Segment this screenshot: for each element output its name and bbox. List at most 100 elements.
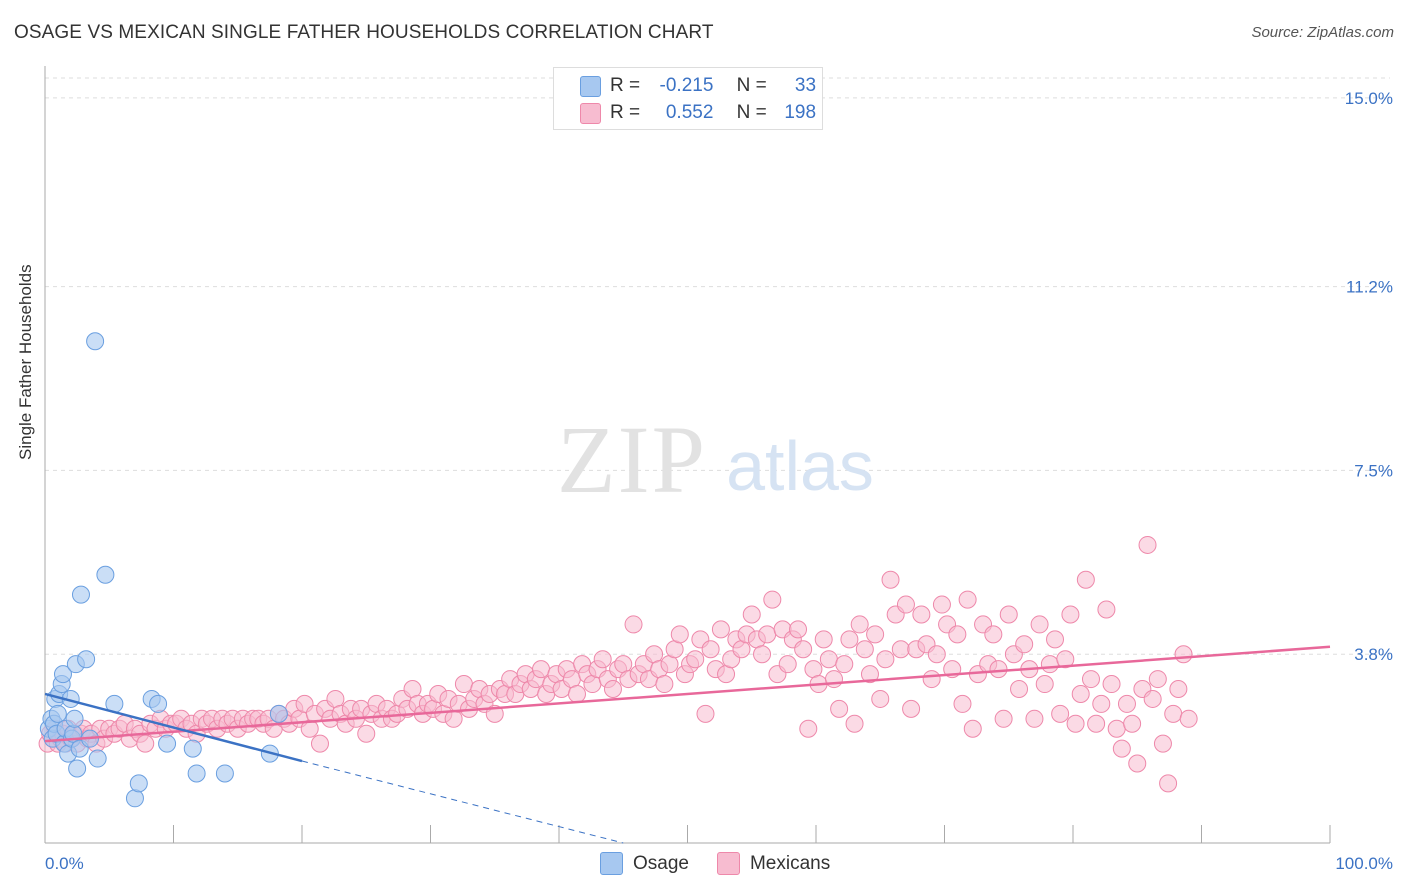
watermark: ZIP atlas — [557, 406, 874, 513]
mexicans-point — [1179, 709, 1198, 728]
osage-swatch — [580, 75, 601, 97]
mexicans-point — [1076, 570, 1095, 589]
osage-points — [39, 332, 288, 808]
mexicans-point — [871, 689, 890, 708]
mexicans-point — [742, 605, 761, 624]
mexicans-point — [1107, 719, 1126, 738]
osage-point — [96, 565, 115, 584]
osage-point — [125, 789, 144, 808]
mexicans-point — [1010, 680, 1029, 699]
mexicans-point — [1061, 605, 1080, 624]
osage-point — [71, 585, 90, 604]
mexicans-point — [603, 680, 622, 699]
mexicans-point — [1040, 655, 1059, 674]
source-label: Source: ZipAtlas.com — [1251, 24, 1394, 41]
mexicans-point — [932, 595, 951, 614]
osage-point — [158, 734, 177, 753]
mexicans-point — [1025, 709, 1044, 728]
x-tick-label: 0.0% — [45, 854, 84, 873]
mexicans-point — [927, 645, 946, 664]
mexicans-point — [711, 620, 730, 639]
chart-title: OSAGE VS MEXICAN SINGLE FATHER HOUSEHOLD… — [14, 22, 714, 43]
mexicans-points — [38, 535, 1198, 793]
osage-point — [53, 665, 72, 684]
mexicans-point — [1174, 645, 1193, 664]
mexicans-point — [686, 650, 705, 669]
y-tick-label: 11.2% — [1346, 278, 1393, 297]
osage-point — [48, 704, 67, 723]
mexicans-point — [999, 605, 1018, 624]
y-tick-label: 3.8% — [1354, 645, 1393, 664]
mexicans-point — [624, 615, 643, 634]
mexicans-point — [948, 625, 967, 644]
mexicans-point — [1148, 670, 1167, 689]
mexicans-point — [850, 615, 869, 634]
mexicans-trend-line — [44, 645, 1331, 743]
mexicans-point — [1015, 635, 1034, 654]
mexicans-point — [963, 719, 982, 738]
mexicans-point — [655, 675, 674, 694]
mexicans-point — [1123, 714, 1142, 733]
mexicans-point — [860, 665, 879, 684]
mexicans-point — [701, 640, 720, 659]
grid-lines — [45, 77, 1390, 655]
osage-point — [129, 774, 148, 793]
osage-point — [183, 739, 202, 758]
mexicans-point — [984, 625, 1003, 644]
osage-point — [68, 759, 87, 778]
mexicans-point — [763, 590, 782, 609]
legend-n-label: N = — [736, 102, 767, 123]
mexicans-point — [1092, 694, 1111, 713]
mexicans-point — [866, 625, 885, 644]
mexicans-point — [1143, 689, 1162, 708]
mexicans-point — [1046, 630, 1065, 649]
legend-item-osage: Osage — [600, 852, 689, 875]
mexicans-point — [958, 590, 977, 609]
mexicans-point — [567, 684, 586, 703]
mexicans-point — [670, 625, 689, 644]
correlation-legend: R = -0.215 N = 33 R = 0.552 N = 198 — [553, 67, 823, 130]
legend-n-value: 198 — [784, 102, 817, 123]
legend-r-label: R = — [610, 102, 641, 123]
y-tick-label: 7.5% — [1354, 461, 1393, 480]
mexicans-point — [1102, 675, 1121, 694]
mexicans-point — [1056, 650, 1075, 669]
legend-label-osage: Osage — [633, 852, 689, 874]
mexicans-point — [1066, 714, 1085, 733]
mexicans-point — [1164, 704, 1183, 723]
mexicans-point — [994, 709, 1013, 728]
tick-labels: 3.8% 7.5% 11.2% 15.0% 0.0% 100.0% — [45, 89, 1393, 873]
mexicans-point — [845, 714, 864, 733]
mexicans-point — [1169, 680, 1188, 699]
x-tick-label: 100.0% — [1335, 854, 1393, 873]
mexicans-swatch — [580, 102, 601, 124]
mexicans-point — [855, 640, 874, 659]
mexicans-point — [1097, 600, 1116, 619]
mexicans-point — [696, 704, 715, 723]
mexicans-point — [789, 620, 808, 639]
mexicans-point — [778, 655, 797, 674]
legend-r-value: -0.215 — [659, 75, 714, 96]
mexicans-point — [912, 605, 931, 624]
mexicans-point — [136, 734, 155, 753]
mexicans-point — [454, 675, 473, 694]
mexicans-point — [593, 650, 612, 669]
series-legend: Osage Mexicans — [600, 852, 858, 875]
mexicans-point — [310, 734, 329, 753]
mexicans-point — [1112, 739, 1131, 758]
y-tick-label: 15.0% — [1345, 89, 1393, 108]
legend-item-mexicans: Mexicans — [716, 852, 831, 875]
mexicans-point — [824, 670, 843, 689]
mexicans-point — [1081, 670, 1100, 689]
mexicans-point — [922, 670, 941, 689]
y-axis-label: Single Father Households — [16, 264, 35, 460]
legend-label-mexicans: Mexicans — [749, 852, 831, 874]
trend-lines — [44, 645, 1331, 844]
legend-r-label: R = — [610, 75, 641, 96]
legend-r-value: 0.552 — [665, 102, 714, 123]
mexicans-point — [891, 640, 910, 659]
mexicans-point — [819, 650, 838, 669]
mexicans-point — [1138, 535, 1157, 554]
mexicans-point — [1071, 684, 1090, 703]
mexicans-point — [758, 625, 777, 644]
